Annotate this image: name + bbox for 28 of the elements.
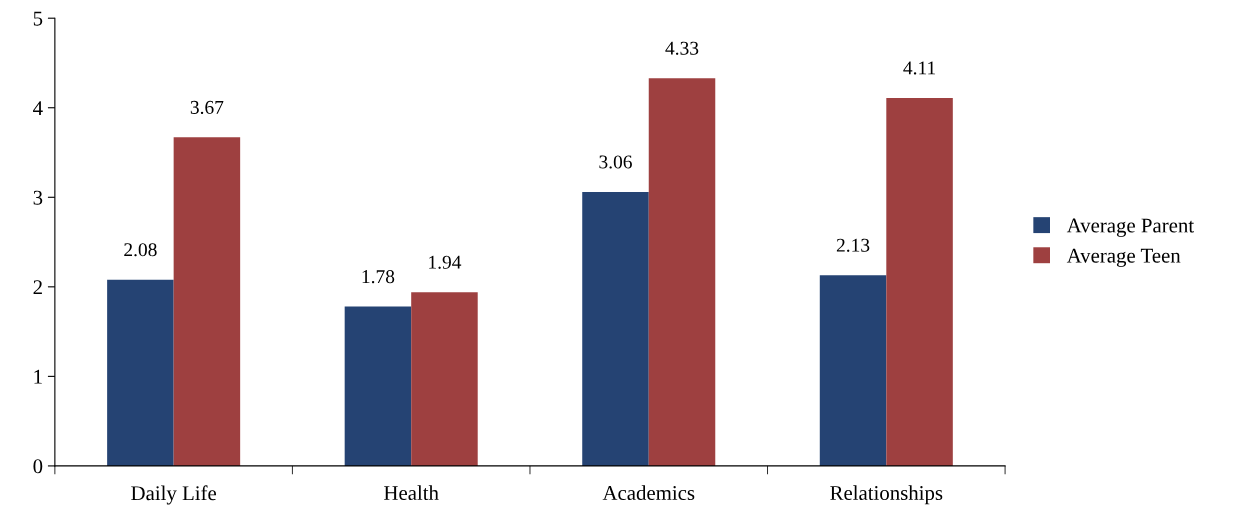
x-tick-label: Academics	[602, 485, 695, 501]
bar	[173, 137, 241, 466]
bar	[648, 78, 716, 466]
y-tick-label: 2	[33, 280, 42, 295]
y-tick-label: 0	[33, 459, 43, 474]
y-tick-label: 1	[34, 369, 42, 384]
y-tick-label: 5	[33, 11, 43, 26]
bar	[411, 292, 478, 466]
bar	[582, 191, 649, 466]
x-tick-label: Relationships	[830, 485, 943, 505]
y-tick-label: 3	[33, 190, 43, 205]
x-tick-label: Daily Life	[131, 485, 217, 505]
data-label: 1.78	[362, 270, 395, 284]
x-tick-label: Health	[384, 485, 439, 501]
data-label: 3.06	[599, 155, 632, 169]
bar	[819, 275, 887, 466]
legend-label: Average Teen	[1066, 248, 1181, 267]
data-label: 2.08	[124, 243, 157, 257]
bar	[107, 279, 174, 466]
data-label: 4.11	[903, 61, 936, 75]
y-tick-label: 4	[33, 101, 43, 115]
data-label: 4.33	[665, 41, 699, 55]
data-label: 2.13	[836, 238, 870, 252]
bar	[344, 306, 412, 466]
legend-label: Average Parent	[1066, 218, 1194, 237]
bar	[886, 97, 953, 466]
data-label: 3.67	[190, 100, 224, 114]
data-label: 1.94	[429, 255, 462, 269]
